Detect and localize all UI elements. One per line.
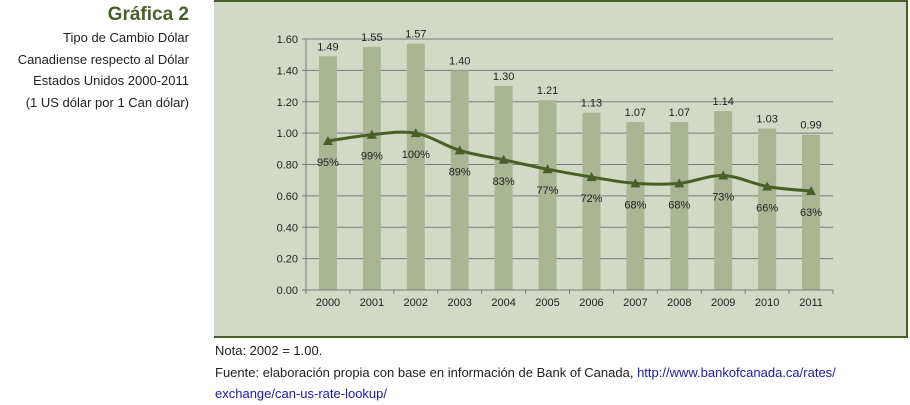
x-tick-label: 2000	[316, 297, 340, 309]
y-tick-label: 1.40	[277, 65, 298, 77]
source-text: Fuente: elaboración propia con base en i…	[215, 362, 907, 384]
bar	[538, 100, 557, 291]
y-tick-label: 0.00	[277, 285, 298, 297]
y-tick-label: 0.80	[277, 160, 298, 172]
line-value-label: 99%	[361, 151, 383, 163]
bar-value-label: 1.55	[361, 32, 382, 44]
x-tick-label: 2004	[491, 297, 515, 309]
x-tick-label: 2002	[404, 297, 428, 309]
axes: 0.00 0.20 0.40 0.60 0.80 1.00 1.20 1.40 1.60 2000…	[277, 34, 834, 309]
source-link-continued: exchange/can-us-rate-lookup/	[215, 383, 907, 405]
bar	[406, 43, 425, 290]
y-tick-label: 1.20	[277, 97, 298, 109]
line-value-label: 83%	[493, 176, 515, 188]
bar	[362, 46, 381, 290]
chart-subtitle-line: Tipo de Cambio Dólar	[63, 30, 189, 45]
chart-notes: Nota: 2002 = 1.00. Fuente: elaboración p…	[215, 340, 907, 405]
line-value-label: 66%	[756, 202, 778, 214]
y-tick-label: 1.60	[277, 34, 298, 46]
bar-value-label: 1.07	[625, 107, 646, 119]
bar	[450, 70, 469, 290]
bars	[318, 43, 821, 291]
line-marker-triangle	[586, 172, 597, 182]
chart-caption: Gráfica 2 Tipo de Cambio Dólar Canadiens…	[0, 0, 189, 113]
line-marker-triangle	[718, 170, 729, 180]
source-label: Fuente: elaboración propia con base en i…	[215, 364, 638, 380]
line-value-label: 100%	[402, 149, 430, 161]
x-tick-label: 2007	[623, 297, 647, 309]
y-tick-label: 0.60	[277, 191, 298, 203]
bar-value-label: 1.07	[669, 107, 690, 119]
bar	[714, 111, 733, 290]
x-tick-label: 2011	[799, 297, 823, 309]
bar	[626, 122, 645, 290]
bar-value-label: 1.14	[712, 96, 733, 108]
bar-value-label: 0.99	[800, 120, 821, 132]
line-marker-triangle	[366, 129, 377, 139]
line-marker-triangle	[498, 154, 509, 164]
x-tick-label: 2001	[360, 297, 384, 309]
line-marker-triangle	[674, 178, 685, 188]
bar	[670, 122, 689, 290]
line-marker-triangle	[806, 186, 817, 196]
source-link-2[interactable]: exchange/can-us-rate-lookup/	[215, 386, 387, 401]
chart-title: Gráfica 2	[107, 4, 189, 25]
line-value-label: 77%	[537, 185, 559, 197]
line-marker-triangle	[322, 135, 333, 145]
x-tick-label: 2005	[535, 297, 559, 309]
x-tick-label: 2008	[667, 297, 691, 309]
bar	[802, 134, 821, 290]
x-tick-label: 2003	[447, 297, 471, 309]
line-marker-triangle	[630, 178, 641, 188]
line-marker-triangle	[410, 128, 421, 138]
bar-value-label: 1.03	[756, 113, 777, 125]
gridlines	[306, 38, 833, 260]
bar-value-label: 1.49	[317, 41, 338, 53]
x-tick-label: 2010	[755, 297, 779, 309]
bar-value-label: 1.21	[537, 85, 558, 97]
y-tick-label: 0.40	[277, 222, 298, 234]
data-labels: 1.49 1.55 1.57 1.40 1.30 1.21 1.13 1.07 1.07 1.14…	[317, 29, 822, 219]
line-value-label: 89%	[449, 166, 471, 178]
line-value-label: 63%	[800, 207, 822, 219]
chart-svg: 0.00 0.20 0.40 0.60 0.80 1.00 1.20 1.40 1.60 2000…	[277, 29, 834, 309]
note-text: Nota: 2002 = 1.00.	[215, 343, 323, 358]
bar-value-label: 1.30	[493, 71, 514, 83]
x-tick-label: 2006	[579, 297, 603, 309]
line-series	[322, 128, 817, 196]
bar	[318, 56, 337, 290]
y-tick-label: 0.20	[277, 254, 298, 266]
line-value-label: 72%	[580, 193, 602, 205]
bar-value-label: 1.40	[449, 55, 470, 67]
line-marker-triangle	[762, 181, 773, 191]
chart-subtitle-line: (1 US dólar por 1 Can dólar)	[25, 94, 189, 110]
bar	[582, 112, 601, 290]
chart-subtitle-line: Canadiense respecto al Dólar	[17, 51, 189, 67]
y-tick-label: 1.00	[277, 128, 298, 140]
chart-subtitle-line: Estados Unidos 2000-2011	[33, 73, 189, 88]
bar	[758, 128, 777, 290]
bar	[494, 86, 513, 290]
line-value-label: 73%	[712, 191, 734, 203]
line-value-label: 68%	[668, 199, 690, 211]
line-value-label: 68%	[624, 199, 646, 211]
line-value-label: 95%	[317, 157, 339, 169]
x-tick-label: 2009	[711, 297, 735, 309]
bar-value-label: 1.57	[405, 29, 426, 41]
line-marker-triangle	[542, 164, 553, 174]
source-link[interactable]: http://www.bankofcanada.ca/rates/	[637, 364, 836, 380]
line-marker-triangle	[454, 145, 465, 155]
bar-value-label: 1.13	[581, 98, 602, 110]
line-series-path	[327, 130, 812, 193]
